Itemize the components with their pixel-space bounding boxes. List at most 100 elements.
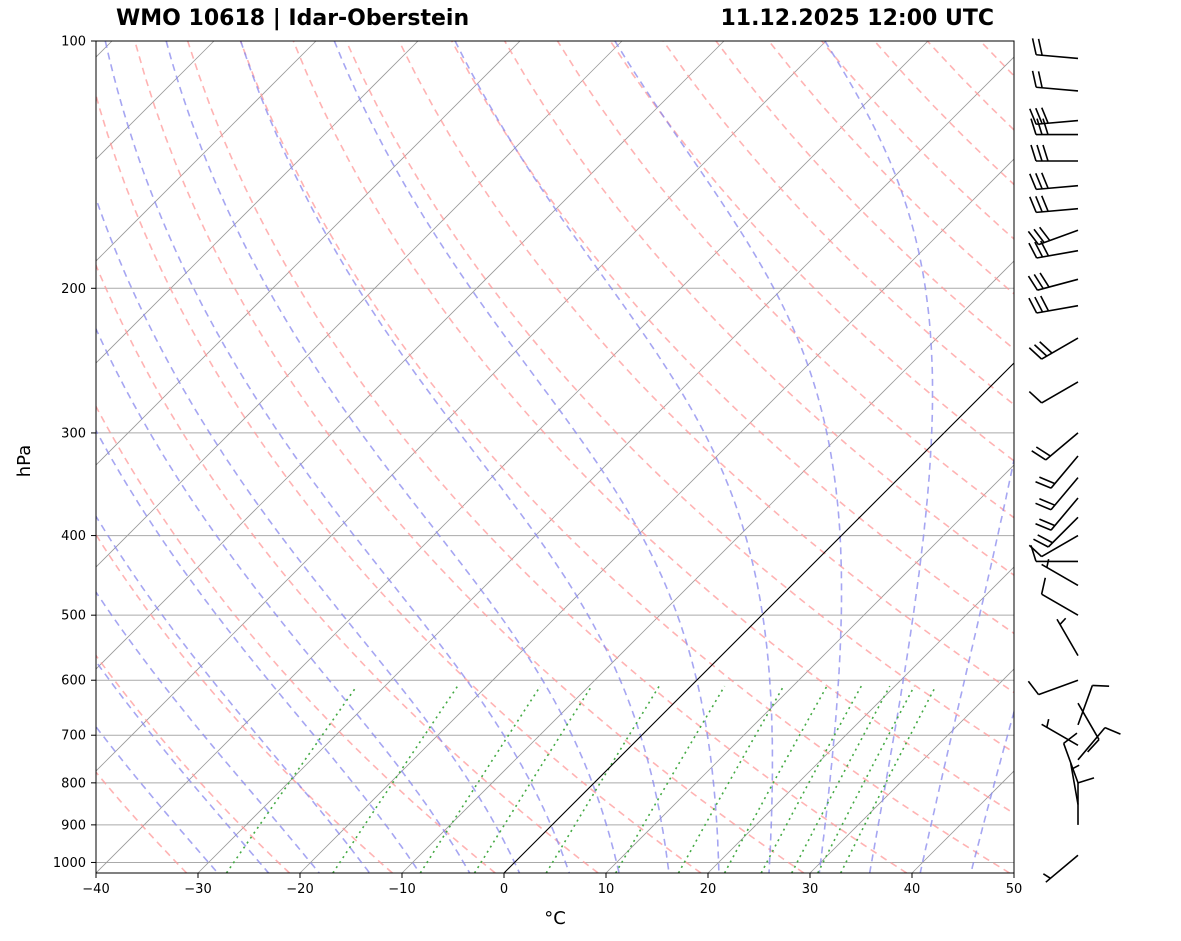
dry-adiabat-line [96,263,599,873]
barb-staff [1077,727,1106,761]
plot-frame [95,40,1015,874]
mixing-ratio-line [545,685,660,873]
barb-staff [1037,278,1079,291]
barb-full-feather [1035,502,1052,511]
barb-full-feather [1040,172,1049,189]
barb-full-feather [1035,107,1043,125]
barb-full-feather [1042,144,1049,162]
barb-full-feather [1028,544,1043,558]
wind-barb [1030,118,1078,136]
wind-barb [1040,577,1079,616]
barb-full-feather [1033,274,1044,290]
wind-barb [1033,516,1079,548]
background-lines [96,41,1181,873]
dry-adiabat-line [715,41,1014,351]
mixing-ratio-line [760,685,862,873]
dry-adiabat-line [96,92,702,873]
wind-barb [1035,477,1079,511]
barb-full-feather [1039,272,1050,288]
barb-staff [1041,534,1079,558]
dry-adiabat-line [134,41,805,873]
barb-staff [1038,679,1079,696]
wind-barb [1029,107,1079,126]
barb-staff [1077,702,1100,740]
moist-adiabat-line [96,660,270,873]
x-tick-label: 10 [598,882,615,897]
barb-staff [1036,53,1079,60]
y-tick-label: 700 [61,729,86,744]
wind-barb [1035,497,1079,531]
moist-adiabat-line [919,456,1014,873]
wind-barb [1042,854,1079,883]
barb-full-feather [1029,108,1037,125]
x-tick-label: −30 [184,882,211,897]
wind-barb [1035,455,1079,489]
barb-full-feather [1028,242,1038,259]
wind-barb [1027,272,1079,291]
barb-full-feather [1028,347,1043,360]
moist-adiabat-line [96,725,219,873]
wind-barb [1041,718,1079,746]
barb-staff [1045,854,1079,883]
isotherm-line [96,41,521,466]
barb-full-feather [1040,107,1049,124]
isotherm-line [1116,41,1181,873]
y-tick-label: 300 [61,426,86,441]
isotherm-line [503,362,1014,873]
dry-adiabat-line [609,41,1014,462]
y-tick-label: 100 [61,35,86,50]
barb-half-feather [1059,617,1067,625]
moist-adiabat-line [614,41,843,873]
wind-barb [1056,617,1079,656]
barb-full-feather [1092,684,1110,688]
barb-staff [1069,762,1079,805]
moist-adiabat-line [104,41,571,873]
barb-staff [1036,184,1079,191]
barb-staff [1036,249,1079,259]
dry-adiabat-line [504,41,1014,577]
isotherm-line [197,56,1014,873]
dry-adiabat-line [239,41,1011,873]
chart-title-station: WMO 10618 | Idar-Oberstein [116,6,470,31]
moist-adiabat-line [165,41,620,873]
barb-full-feather [1039,518,1056,527]
barb-full-feather [1035,446,1051,457]
barb-full-feather [1029,173,1037,190]
wind-barb [1029,172,1079,191]
barb-full-feather [1037,71,1043,88]
wind-barb [1077,702,1100,753]
x-tick-label: −10 [388,882,415,897]
moist-adiabat-line [96,327,471,873]
wind-barb [1041,559,1079,587]
barb-full-feather [1033,344,1048,357]
dry-adiabat-line [662,41,1014,406]
barb-full-feather [1028,297,1038,314]
wind-barb [1031,70,1079,92]
barb-full-feather [1040,295,1050,312]
wind-barb [1077,684,1110,726]
barb-staff [1041,723,1079,746]
y-tick-label: 200 [61,282,86,297]
y-tick-label: 400 [61,529,86,544]
y-tick-label: 500 [61,609,86,624]
moist-adiabat-line [970,709,1014,873]
barb-full-feather [1040,577,1047,595]
x-axis-label: °C [544,908,566,929]
isotherm-line [96,41,623,568]
wind-barb [1077,777,1095,825]
x-tick-label: 50 [1006,882,1023,897]
dry-adiabat-line [186,41,908,873]
barb-staff [1041,563,1079,587]
barb-staff [1041,337,1079,360]
barb-full-feather [1063,732,1078,744]
barb-full-feather [1030,118,1037,135]
barb-staff [1036,304,1079,314]
barb-full-feather [1035,522,1052,531]
dry-adiabat-line [96,404,496,873]
barb-half-feather [1042,873,1051,880]
x-tick-label: −40 [82,882,109,897]
wind-barb [1077,726,1121,761]
barb-full-feather [1030,144,1037,162]
dry-adiabat-line [1033,41,1181,873]
barb-full-feather [1027,680,1040,696]
